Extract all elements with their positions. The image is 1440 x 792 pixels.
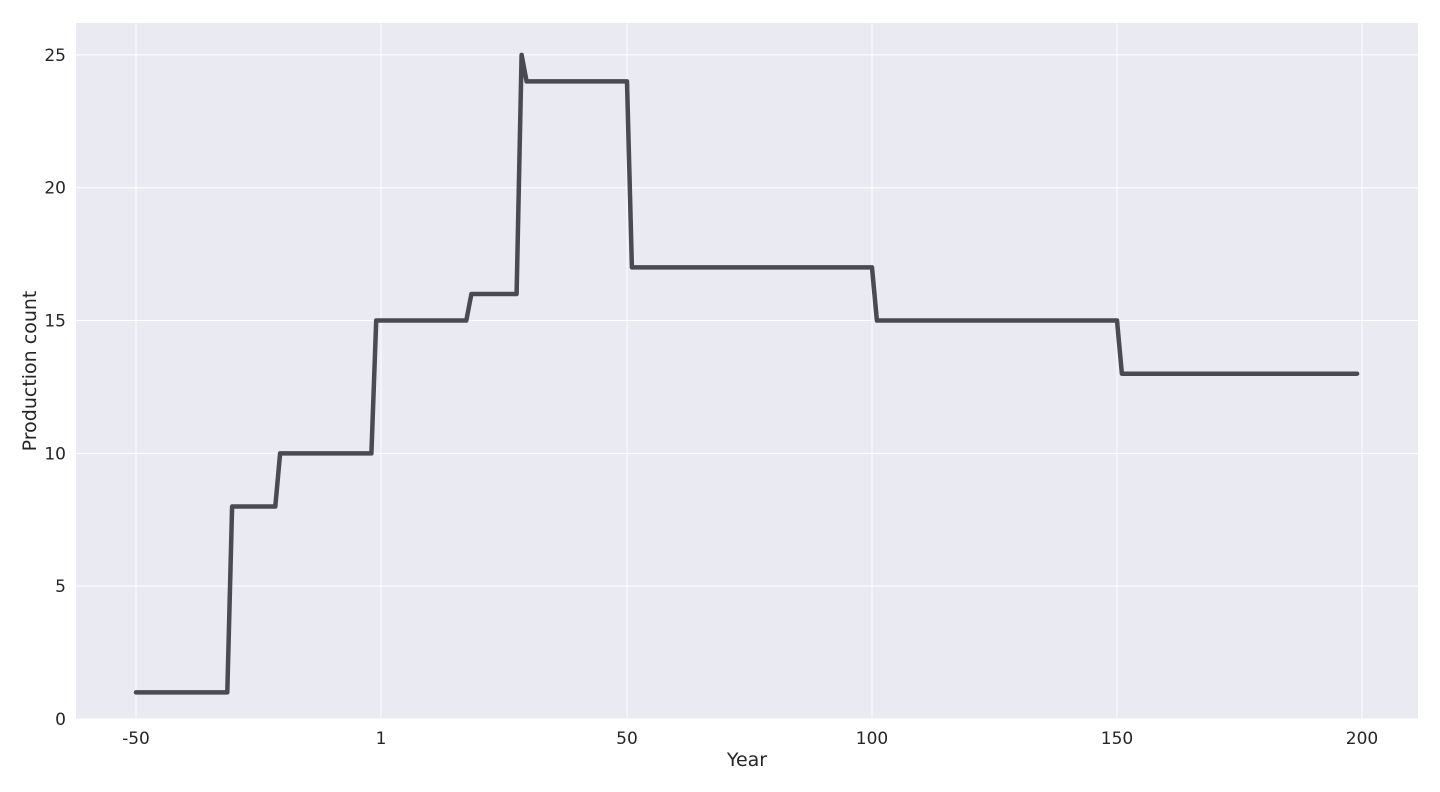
x-axis-title: Year — [726, 749, 767, 771]
y-tick-label: 5 — [55, 577, 66, 597]
y-tick-label: 10 — [44, 444, 66, 464]
y-tick-label: 20 — [44, 179, 66, 199]
x-tick-label: 200 — [1346, 729, 1378, 749]
x-tick-label: 1 — [376, 729, 387, 749]
y-axis-title: Production count — [19, 291, 41, 452]
y-tick-label: 0 — [55, 710, 66, 730]
y-axis-ticks: 0 5 10 15 20 25 — [44, 46, 66, 730]
x-tick-label: 150 — [1101, 729, 1133, 749]
y-tick-label: 25 — [44, 46, 66, 66]
series-line-0 — [133, 52, 1360, 695]
x-axis-ticks: -50 1 50 100 150 200 — [122, 729, 1378, 749]
x-tick-label: 50 — [616, 729, 638, 749]
series-layer — [133, 52, 1360, 695]
x-tick-label: -50 — [122, 729, 150, 749]
y-tick-label: 15 — [44, 312, 66, 332]
plot-background — [76, 23, 1418, 719]
x-tick-label: 100 — [856, 729, 888, 749]
